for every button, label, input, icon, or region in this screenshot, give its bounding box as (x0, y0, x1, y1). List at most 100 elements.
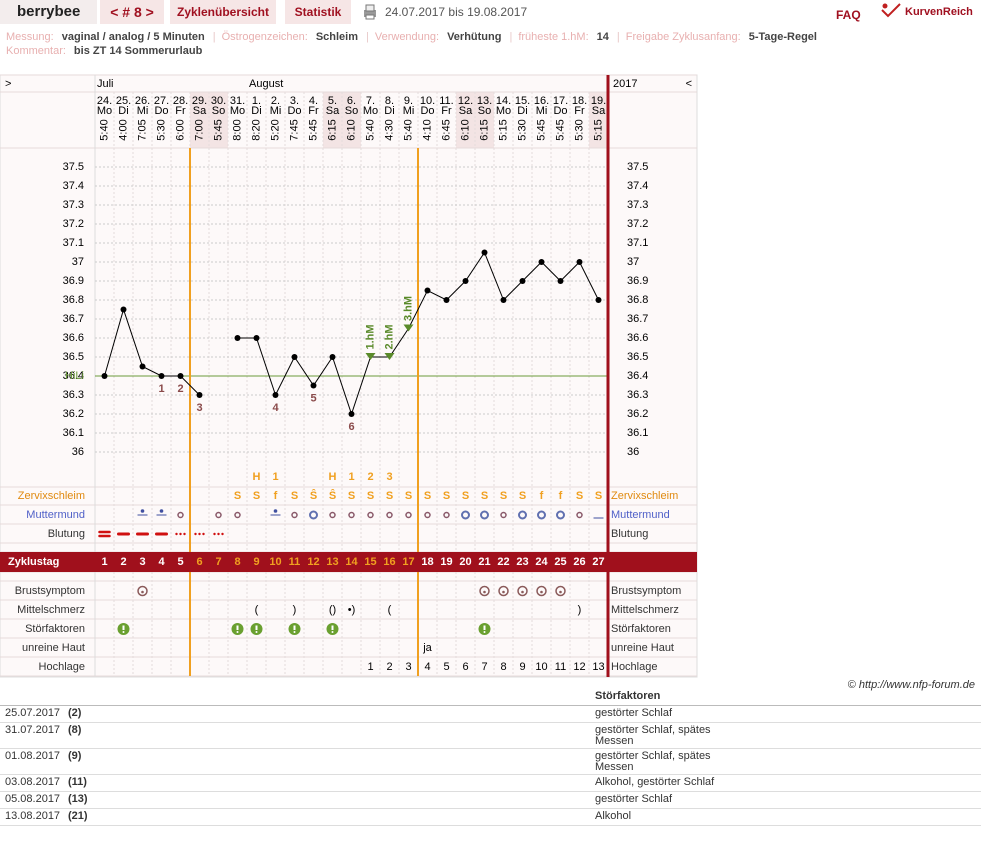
table: Störfaktoren 25.07.2017 (2) gestörter Schla… (0, 688, 981, 826)
table-date: 01.08.2017 (5, 750, 61, 762)
zervix: S (576, 490, 583, 502)
y-tick-label: 36.9 (63, 275, 84, 287)
date-label: 18. (572, 95, 587, 107)
hochlage: 6 (462, 661, 468, 673)
temp-line (104, 307, 200, 396)
time-label: 5:15 (592, 119, 604, 140)
blutung (213, 532, 216, 536)
print-icon[interactable] (362, 4, 378, 20)
hochlage: 3 (405, 661, 411, 673)
brust (479, 585, 490, 597)
date-label: 19. (591, 95, 606, 107)
weekday-label: Do (553, 105, 567, 117)
separator: | (616, 31, 620, 43)
cycle-nav[interactable]: < # 8 > (100, 0, 164, 24)
weekday-label: So (212, 105, 225, 117)
cycle-day: 6 (196, 556, 202, 568)
mittelschmerz: ( (388, 604, 392, 616)
muttermund (424, 511, 431, 519)
time-label: 5:15 (497, 119, 509, 140)
row-label: Muttermund (611, 509, 670, 521)
date-label: 13. (477, 95, 492, 107)
mittelschmerz: ) (293, 604, 297, 616)
info: Messung: vaginal / analog / 5 Minuten | Öst… (6, 30, 966, 58)
cycle-day: 15 (364, 556, 376, 568)
user: berrybee (0, 0, 97, 24)
cycle-day: 1 (101, 556, 107, 568)
muttermund (537, 510, 546, 520)
cycle-day: 14 (345, 556, 358, 568)
brust (521, 590, 524, 594)
table-text: gestörter Schlaf (595, 707, 673, 719)
weekend-shade (475, 92, 494, 148)
date-label: 9. (404, 95, 413, 107)
zervix: Ŝ (329, 489, 336, 502)
blutung (217, 532, 220, 536)
table-day: (11) (68, 776, 87, 788)
date-label: 31. (230, 95, 245, 107)
separator: | (366, 31, 369, 43)
date-label: 5. (328, 95, 337, 107)
time-label: 5:45 (554, 119, 566, 140)
date-label: 17. (553, 95, 568, 107)
table-row: 25.07.2017 (2) gestörter Schlaf (0, 706, 981, 723)
date-label: 6. (347, 95, 356, 107)
date-label: 3. (290, 95, 299, 107)
zervix: S (405, 490, 412, 502)
temp-point (139, 363, 146, 370)
temp-point (462, 278, 469, 284)
zervix: S (291, 490, 298, 502)
time-label: 5:30 (516, 119, 528, 140)
y-tick-label: 36 (72, 446, 84, 458)
date-label: 29. (192, 95, 207, 107)
point-label: 5 (310, 392, 316, 404)
blutung (198, 532, 201, 536)
muttermund (443, 511, 450, 519)
zervix: f (559, 490, 563, 502)
zervix: S (462, 490, 469, 502)
zervix: S (367, 490, 374, 502)
brand[interactable]: KurvenReich (905, 6, 973, 18)
muttermund (576, 511, 583, 519)
stoerfaktor (483, 631, 486, 633)
tab[interactable]: Statistik (285, 0, 351, 24)
brust (559, 590, 562, 594)
date-label: 1. (252, 95, 261, 107)
table-day: (2) (68, 707, 82, 719)
muttermund (159, 509, 164, 513)
zervix: S (500, 490, 507, 502)
weekday-label: Fr (175, 105, 186, 117)
faq[interactable]: FAQ (836, 8, 861, 22)
time-label: 8:00 (231, 119, 243, 140)
y-tick-label: 37.2 (627, 218, 648, 230)
hm-label: 3.hM (402, 296, 414, 321)
y-tick-label: 36.5 (63, 351, 84, 363)
time-label: 6:15 (326, 119, 338, 140)
y-tick-label: 36 (627, 446, 639, 458)
time-label: 5:20 (269, 119, 281, 140)
copyright: © http://www.nfp-forum.de (847, 679, 975, 691)
zervix: S (253, 490, 260, 502)
cycle-day: 17 (402, 556, 414, 568)
tab[interactable]: Zyklenübersicht (170, 0, 276, 24)
muttermund (309, 510, 318, 520)
muttermund (518, 510, 527, 520)
y-tick-label: 37.5 (627, 161, 648, 173)
y-tick-label: 37.3 (627, 199, 648, 211)
time-label: 8:20 (250, 119, 262, 140)
date-label: 24. (97, 95, 112, 107)
table-row: 05.08.2017 (13) gestörter Schlaf (0, 792, 981, 809)
brust (502, 590, 505, 594)
hm-marker (403, 324, 414, 332)
time-label: 7:05 (136, 119, 148, 140)
brust (483, 590, 486, 594)
unreine-haut: ja (422, 642, 432, 654)
hochlage: 12 (573, 661, 585, 673)
temp-point (196, 392, 203, 398)
zervix: f (540, 490, 544, 502)
time-label: 5:45 (535, 119, 547, 140)
zervix: S (348, 490, 355, 502)
blutung (221, 532, 224, 536)
hm-label: 1.hM (364, 324, 376, 349)
info-value: vaginal / analog / 5 Minuten (61, 31, 205, 43)
